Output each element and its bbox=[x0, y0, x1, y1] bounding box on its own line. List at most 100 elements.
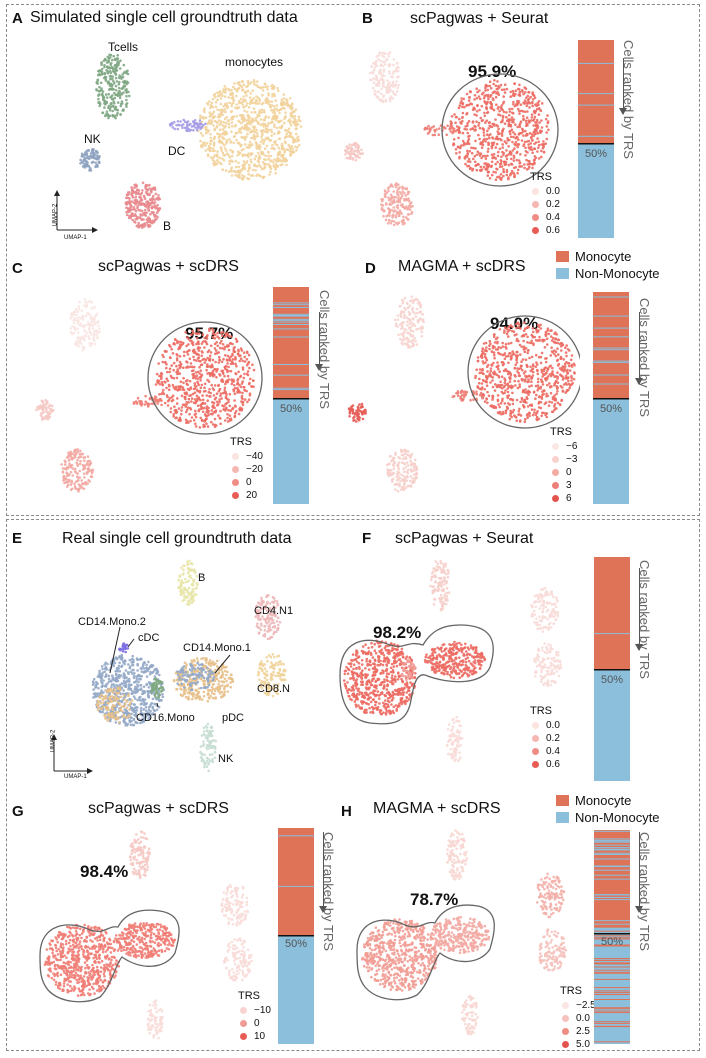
cell-point bbox=[106, 113, 109, 116]
cell-point bbox=[224, 395, 228, 398]
cell-point bbox=[241, 366, 245, 369]
cell-point bbox=[182, 381, 185, 385]
cell-point bbox=[200, 342, 204, 345]
cluster-monocytes bbox=[197, 79, 303, 181]
cell-point bbox=[81, 318, 85, 321]
cell-point bbox=[273, 132, 276, 136]
cell-point bbox=[531, 151, 534, 154]
cell-point bbox=[148, 193, 151, 197]
cell-point bbox=[47, 406, 50, 409]
cell-point bbox=[188, 349, 191, 352]
cell-point bbox=[512, 135, 515, 139]
key-label-mono: Monocyte bbox=[575, 249, 632, 264]
cell-point bbox=[507, 122, 511, 126]
cell-point bbox=[90, 306, 94, 310]
cell-point bbox=[245, 146, 249, 149]
cell-point bbox=[199, 398, 202, 402]
cell-point bbox=[484, 157, 488, 160]
cell-point bbox=[250, 111, 253, 114]
cell-point bbox=[255, 128, 259, 132]
cell-point bbox=[157, 194, 160, 197]
cell-point bbox=[223, 147, 227, 150]
cell-point bbox=[151, 201, 155, 204]
cell-point bbox=[492, 141, 496, 144]
cell-point bbox=[77, 340, 80, 344]
rank-bar-c: 50% bbox=[273, 287, 309, 504]
cell-point bbox=[380, 73, 383, 77]
cell-point bbox=[431, 133, 435, 137]
cell-point bbox=[377, 58, 380, 61]
cell-point bbox=[493, 124, 496, 127]
cell-point bbox=[195, 374, 199, 377]
cell-point bbox=[516, 136, 519, 139]
cell-point bbox=[394, 453, 397, 456]
cell-point bbox=[205, 102, 209, 105]
cell-point bbox=[80, 160, 84, 164]
cell-point bbox=[523, 321, 526, 325]
cell-point bbox=[565, 344, 568, 347]
cell-point bbox=[110, 97, 114, 101]
cell-point bbox=[560, 349, 563, 352]
cell-point bbox=[544, 142, 547, 145]
cell-point bbox=[485, 349, 488, 353]
bar-mono-c bbox=[273, 287, 309, 399]
cell-point bbox=[110, 58, 114, 62]
cell-point bbox=[457, 136, 460, 140]
cell-point bbox=[254, 110, 257, 114]
cell-point bbox=[538, 400, 541, 404]
cell-point bbox=[347, 146, 351, 149]
cell-point bbox=[479, 142, 482, 146]
cell-point bbox=[348, 415, 351, 418]
cell-point bbox=[89, 462, 92, 465]
key-label-non: Non-Monocyte bbox=[575, 266, 660, 281]
cell-point bbox=[345, 156, 349, 160]
cell-point bbox=[531, 363, 535, 366]
cell-point bbox=[553, 402, 557, 406]
cell-point bbox=[502, 170, 505, 173]
cell-point bbox=[273, 166, 277, 169]
cell-point bbox=[415, 311, 419, 315]
cell-point bbox=[112, 105, 115, 108]
cell-point bbox=[74, 467, 77, 471]
cell-point bbox=[292, 137, 295, 140]
axis-y-arrow bbox=[54, 190, 60, 196]
cell-point bbox=[236, 106, 239, 110]
cell-point bbox=[382, 81, 385, 85]
cell-point bbox=[411, 323, 414, 327]
cell-point bbox=[533, 109, 536, 113]
cell-point bbox=[354, 146, 358, 149]
cell-point bbox=[227, 344, 230, 347]
cell-point bbox=[86, 455, 90, 458]
cell-point bbox=[403, 187, 406, 190]
cell-point bbox=[570, 374, 573, 378]
cell-point bbox=[243, 175, 246, 178]
cell-point bbox=[237, 350, 240, 353]
cell-point bbox=[203, 386, 206, 389]
cell-point bbox=[497, 367, 500, 371]
cell-point bbox=[157, 399, 161, 402]
cell-point bbox=[406, 324, 409, 327]
cell-point bbox=[248, 96, 252, 99]
cell-point bbox=[115, 114, 119, 117]
cell-point bbox=[511, 402, 515, 406]
cell-point bbox=[507, 361, 510, 365]
cell-point bbox=[401, 300, 405, 303]
cell-point bbox=[493, 333, 496, 336]
cell-point bbox=[161, 391, 165, 394]
cell-point bbox=[533, 96, 537, 100]
cell-point bbox=[496, 130, 499, 133]
cell-point bbox=[554, 350, 558, 353]
cell-point bbox=[377, 54, 380, 57]
cell-point bbox=[396, 189, 399, 192]
cell-point bbox=[454, 115, 458, 119]
cell-point bbox=[119, 59, 122, 62]
cell-point bbox=[499, 380, 502, 384]
cell-point bbox=[154, 398, 157, 402]
cell-point bbox=[499, 106, 503, 109]
cell-point bbox=[224, 335, 227, 338]
cell-point bbox=[78, 462, 82, 466]
cell-point bbox=[396, 483, 399, 486]
cell-point bbox=[536, 323, 540, 327]
cell-point bbox=[69, 464, 73, 467]
cell-point bbox=[387, 207, 391, 211]
